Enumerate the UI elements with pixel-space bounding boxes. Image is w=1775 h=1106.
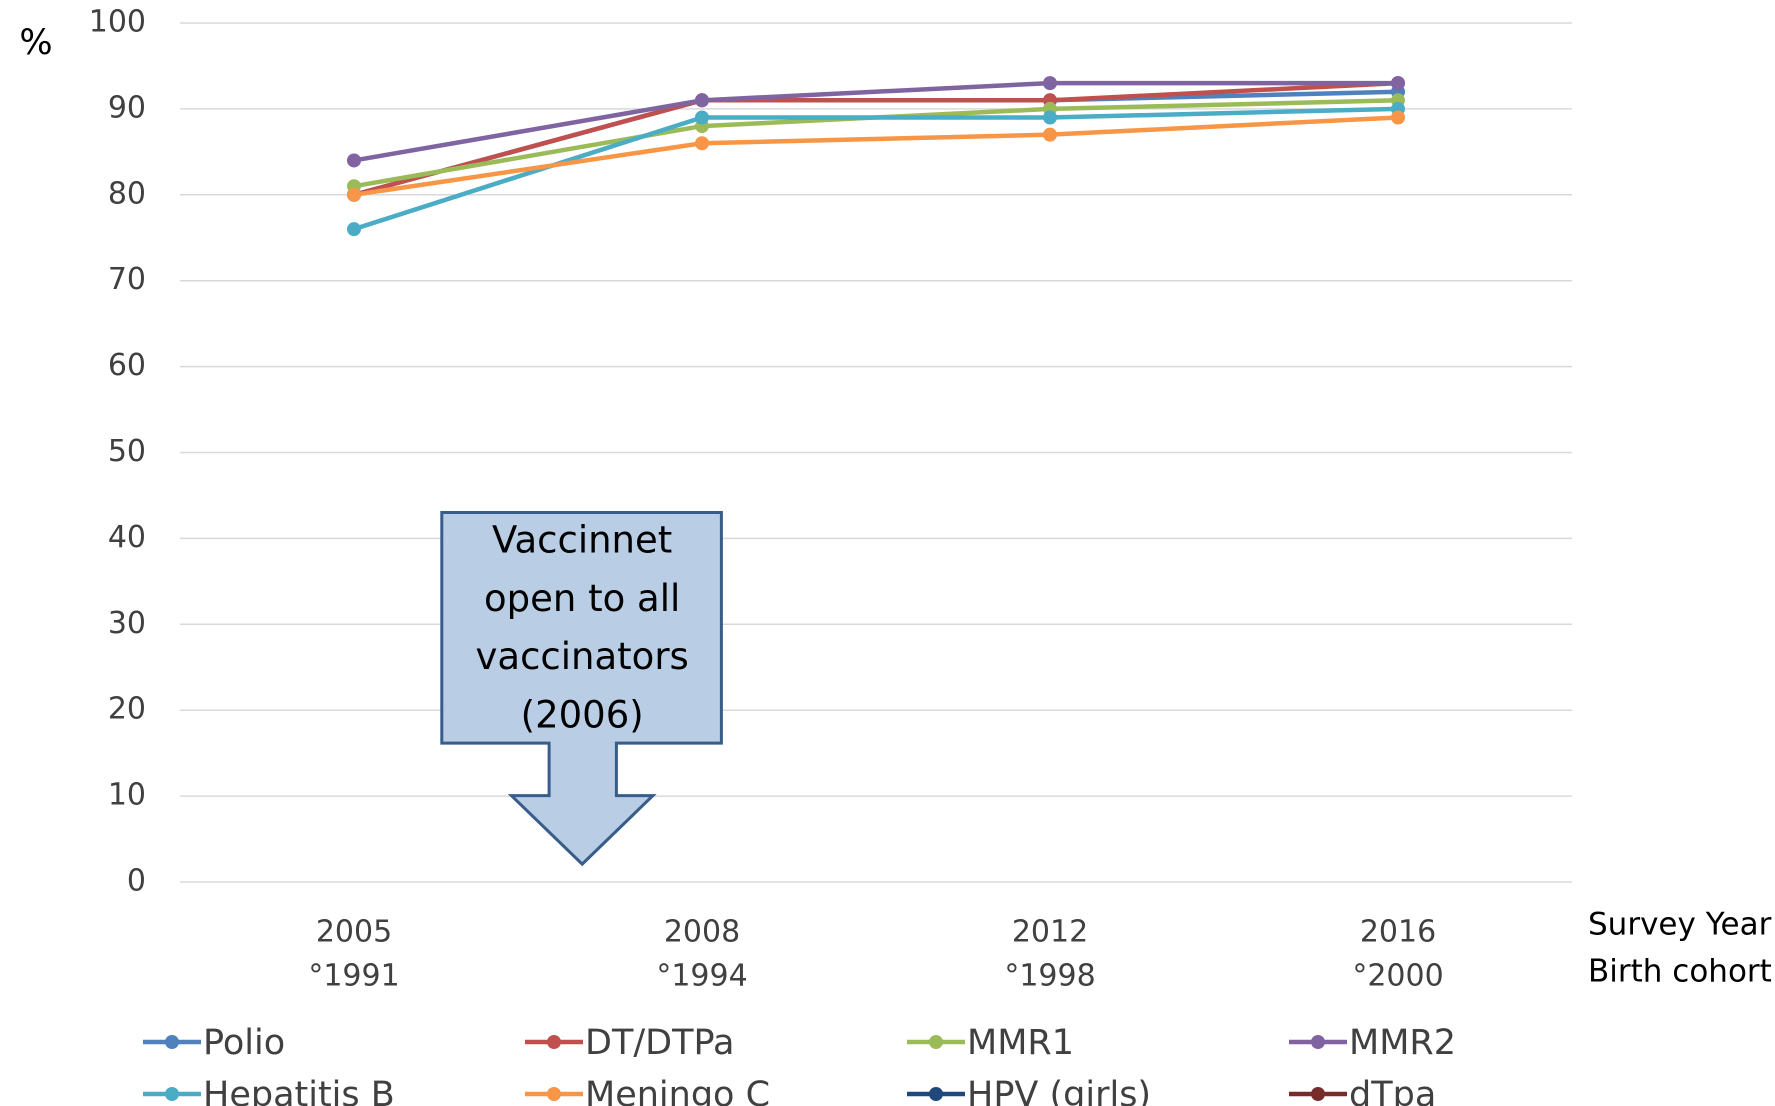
x-tick-label: 2012 xyxy=(1012,915,1088,950)
data-point xyxy=(1043,110,1057,125)
legend-label: Polio xyxy=(203,1023,285,1063)
legend-marker xyxy=(165,1035,179,1049)
legend-marker xyxy=(547,1087,561,1101)
x-tick-label: 2008 xyxy=(664,915,740,950)
annotation-text: Vaccinnet xyxy=(492,519,672,562)
legend-label: dTpa xyxy=(1349,1075,1436,1106)
y-tick-label: 100 xyxy=(89,5,146,40)
x-tick-label: 2016 xyxy=(1360,915,1436,950)
y-tick-label: 70 xyxy=(108,262,146,297)
legend-marker xyxy=(929,1035,943,1049)
data-point xyxy=(695,93,709,108)
x-axis-label: Survey Year xyxy=(1588,907,1772,943)
data-point xyxy=(347,222,361,237)
y-tick-label: 50 xyxy=(108,434,146,469)
legend-marker xyxy=(165,1087,179,1101)
data-point xyxy=(1391,110,1405,125)
y-tick-label: 60 xyxy=(108,348,146,383)
callout-arrow xyxy=(440,511,723,867)
y-tick-label: 20 xyxy=(108,692,146,727)
data-point xyxy=(347,153,361,168)
legend-marker xyxy=(1311,1087,1325,1101)
x-tick-label: °1998 xyxy=(1004,959,1095,994)
legend-marker xyxy=(547,1035,561,1049)
y-tick-label: 40 xyxy=(108,520,146,555)
data-point xyxy=(1043,76,1057,91)
data-point xyxy=(1043,127,1057,142)
legend-label: DT/DTPa xyxy=(585,1023,734,1063)
y-tick-label: 30 xyxy=(108,606,146,641)
y-tick-label: 90 xyxy=(108,90,146,125)
data-point xyxy=(695,110,709,125)
legend-marker xyxy=(1311,1035,1325,1049)
series-line xyxy=(353,80,1398,163)
series-line xyxy=(353,80,1399,197)
x-tick-label: °1991 xyxy=(308,959,399,994)
data-point xyxy=(1391,76,1405,91)
data-point xyxy=(695,136,709,151)
annotation-text: (2006) xyxy=(521,693,644,736)
legend-label: Hepatitis B xyxy=(203,1075,395,1106)
legend-label: Meningo C xyxy=(585,1075,770,1106)
legend-label: MMR2 xyxy=(1349,1023,1456,1063)
annotation-text: open to all xyxy=(484,577,680,620)
annotation-text: vaccinators xyxy=(476,635,689,678)
legend-label: HPV (girls) xyxy=(967,1075,1151,1106)
legend-label: MMR1 xyxy=(967,1023,1074,1063)
y-tick-label: 80 xyxy=(108,176,146,211)
legend-marker xyxy=(929,1087,943,1101)
series-line xyxy=(353,115,1399,198)
x-tick-label: °1994 xyxy=(656,959,747,994)
y-axis-label: % xyxy=(19,23,52,63)
series-line xyxy=(353,106,1399,232)
y-tick-label: 0 xyxy=(127,864,146,899)
y-tick-label: 10 xyxy=(108,778,146,813)
x-tick-label: 2005 xyxy=(316,915,392,950)
data-point xyxy=(347,187,361,202)
x-axis-label: Birth cohort xyxy=(1588,954,1772,990)
x-tick-label: °2000 xyxy=(1352,959,1443,994)
